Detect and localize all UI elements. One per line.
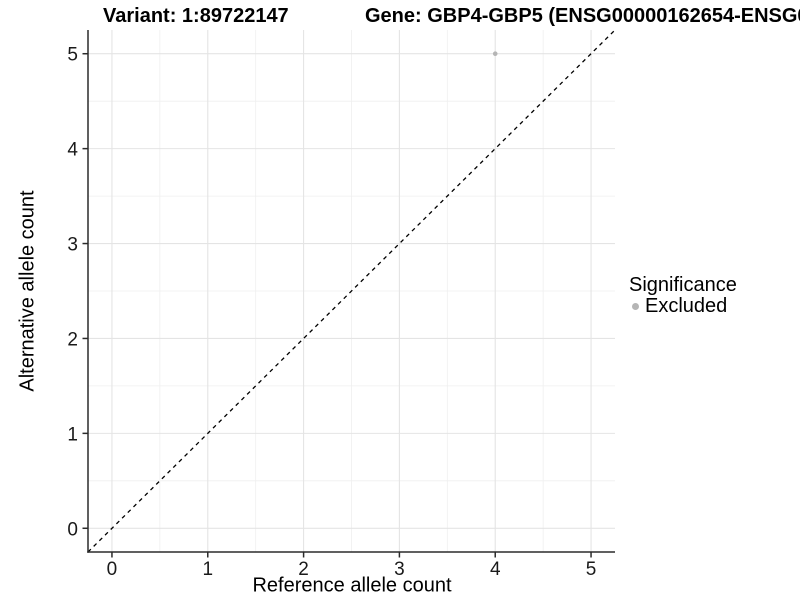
gene-title: Gene: GBP4-GBP5 (ENSG00000162654-ENSG0 — [365, 5, 800, 27]
legend: Significance Excluded — [629, 275, 737, 316]
excluded-point-swatch-icon — [632, 302, 639, 310]
y-tick-label: 4 — [67, 140, 78, 161]
y-tick-label: 2 — [67, 329, 78, 350]
data-point — [492, 51, 498, 57]
legend-title: Significance — [629, 274, 737, 296]
x-tick-label: 3 — [394, 559, 405, 580]
x-tick-label: 0 — [107, 559, 118, 580]
legend-item-excluded: Excluded — [629, 296, 737, 316]
x-tick-label: 1 — [202, 559, 213, 580]
x-tick-label: 2 — [298, 559, 309, 580]
legend-item-label: Excluded — [645, 295, 728, 317]
y-tick-label: 3 — [67, 235, 78, 256]
y-tick-label: 0 — [67, 519, 78, 540]
variant-title: Variant: 1:89722147 — [103, 5, 289, 27]
y-tick-label: 5 — [67, 45, 78, 66]
y-tick-label: 1 — [67, 424, 78, 445]
x-axis-title: Reference allele count — [252, 574, 452, 597]
x-tick-label: 4 — [490, 559, 501, 580]
x-tick-label: 5 — [586, 559, 597, 580]
y-axis-title: Alternative allele count — [16, 190, 39, 392]
identity-line — [87, 29, 616, 553]
